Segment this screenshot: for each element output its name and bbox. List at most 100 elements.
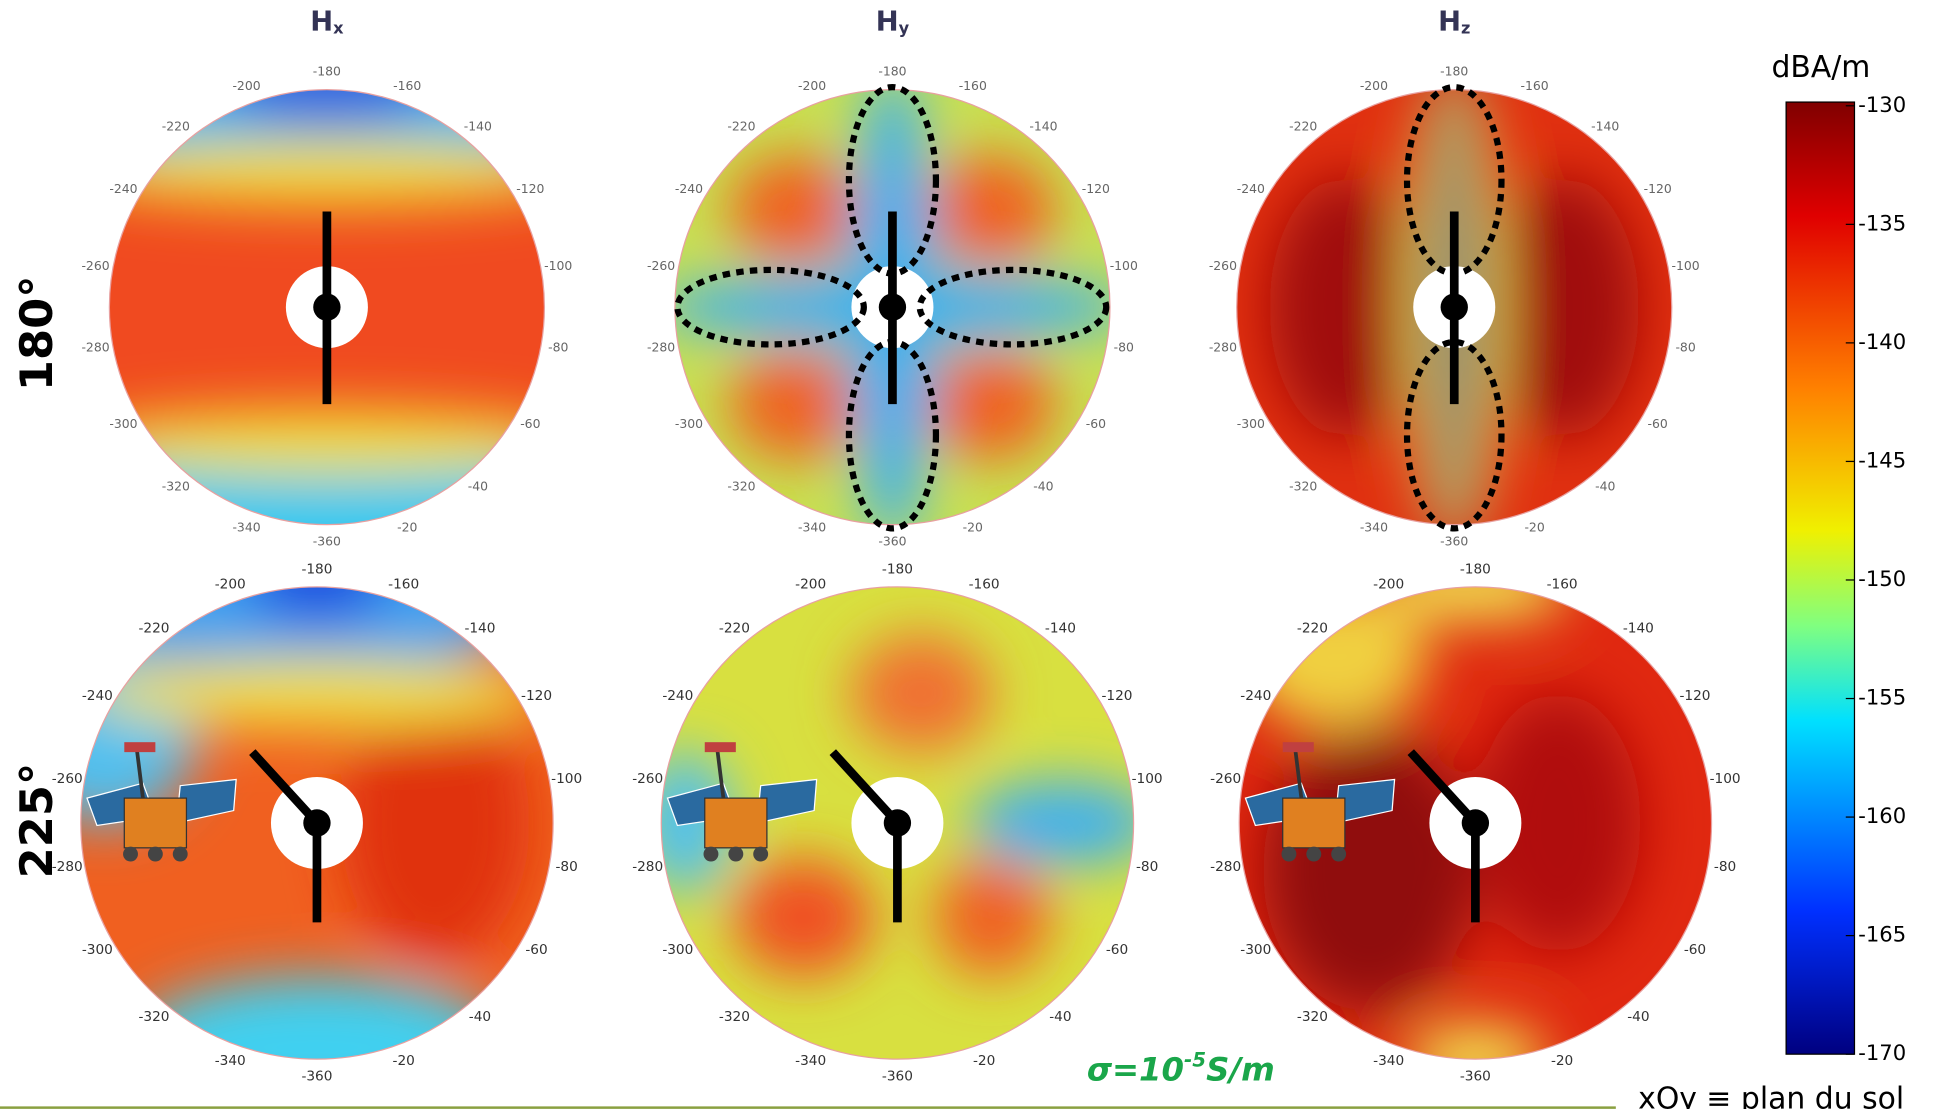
colorbar-tick-label: -135 [1858,210,1906,235]
angle-tick-label: -320 [138,1009,169,1025]
angle-tick-label: -280 [52,859,83,875]
heatmap-blob [80,657,554,729]
colorbar-label: dBA/m [1771,50,1870,85]
polar-rim [1238,586,1713,1060]
angle-tick-label: -340 [798,519,826,534]
angle-tick-label: -240 [662,688,693,704]
colorbar-tick-label: -150 [1858,566,1906,591]
lobe-outline [674,266,867,348]
angle-tick-label: -220 [1297,621,1328,637]
colorbar-tick-label: -170 [1858,1040,1906,1065]
angle-tick-label: -140 [464,621,495,637]
angle-tick-label: -140 [1045,621,1076,637]
polar-rim [1236,89,1673,526]
rover [86,742,237,862]
angle-tick-label: -240 [675,181,703,196]
needle [829,749,901,826]
heatmap-blob [1269,176,1422,438]
angle-tick-label: -180 [1440,64,1468,79]
angle-tick-label: -120 [521,688,552,704]
lobe-outline [845,84,940,277]
angle-tick-label: -360 [882,1069,913,1085]
angle-tick-label: -60 [1086,416,1106,431]
rover-wheel [172,846,188,862]
centre-dot [303,809,331,837]
angle-tick-label: -320 [719,1009,750,1025]
angle-tick-label: -220 [138,621,169,637]
angle-tick-label: -80 [1675,339,1695,354]
heatmap-blob [850,634,992,753]
angle-tick-label: -20 [393,1053,415,1069]
angle-tick-label: -120 [1679,688,1710,704]
angle-tick-label: -20 [1524,519,1544,534]
heatmap-blob [109,409,545,475]
angle-tick-label: -300 [109,416,137,431]
angle-tick-label: -40 [1595,479,1615,494]
angle-tick-label: -140 [1591,119,1619,134]
angle-tick-label: -20 [973,1053,995,1069]
column-title-sub: y [899,18,910,37]
heatmap-blob [109,89,545,188]
angle-tick-label: -300 [675,416,703,431]
column-title-symbol: H [310,6,333,37]
footer: xOy ≡ plan du sol [1638,1082,1904,1109]
heatmap-blob [932,858,1051,977]
angle-tick-label: -60 [1648,416,1668,431]
angle-tick-label: -40 [1033,479,1053,494]
angle-tick-label: -180 [301,561,332,577]
angle-tick-label: -140 [1623,621,1654,637]
polar-rim [108,89,546,526]
heatmap-blob [968,780,1134,866]
angle-tick-label: -20 [1551,1053,1573,1069]
centre-dot [313,293,341,321]
rover-mast [1293,748,1304,799]
angle-tick-label: -80 [1114,339,1134,354]
angle-tick-label: -60 [520,416,540,431]
angle-tick-label: -360 [313,534,341,549]
heatmap-field [109,89,545,525]
angle-tick-label: -180 [878,64,906,79]
rover-body [704,797,768,849]
angle-tick-label: -360 [1460,1069,1491,1085]
lobe-outline [845,338,940,532]
angle-tick-label: -120 [1082,181,1110,196]
heatmap-blob [1475,693,1641,953]
annotation: σ=10-5S/m [1087,1048,1275,1089]
angle-tick-label: -100 [1110,258,1138,273]
rover-wheel [703,846,719,862]
angle-tick-label: -260 [1209,258,1237,273]
column-title: Hz [1438,6,1470,37]
heatmap-blob [925,350,1056,460]
colorbar-tick-label: -145 [1858,447,1906,472]
angle-tick-label: -280 [647,339,675,354]
rover-wheel [753,846,769,862]
angle-tick-label: -20 [397,519,417,534]
angle-tick-label: -240 [82,688,113,704]
angle-tick-label: -200 [795,577,826,593]
angle-tick-label: -40 [469,1009,491,1025]
rover-wheel [728,846,744,862]
lobe-outline [1403,338,1505,532]
angle-tick-label: -300 [82,942,113,958]
heatmap-blob [732,858,874,977]
polar-rim [80,586,554,1060]
rover-head [124,742,156,753]
angle-tick-label: -340 [1373,1053,1404,1069]
angle-tick-label: -140 [1029,119,1057,134]
rover-wheel [1306,846,1322,862]
column-title: Hy [876,6,910,37]
heatmap-blob [1486,176,1640,438]
centre-dot [878,293,907,321]
lobe-outline [1403,84,1505,277]
heatmap-blob [109,426,545,525]
angle-tick-label: -240 [1237,181,1265,196]
rover-head [1282,742,1314,753]
angle-tick-label: -40 [1049,1009,1071,1025]
angle-tick-label: -360 [878,534,906,549]
heatmap-field [1269,89,1640,525]
angle-tick-label: -100 [1710,771,1741,787]
angle-tick-label: -300 [662,942,693,958]
needle [249,749,321,826]
colorbar-tick-label: -155 [1858,685,1906,710]
